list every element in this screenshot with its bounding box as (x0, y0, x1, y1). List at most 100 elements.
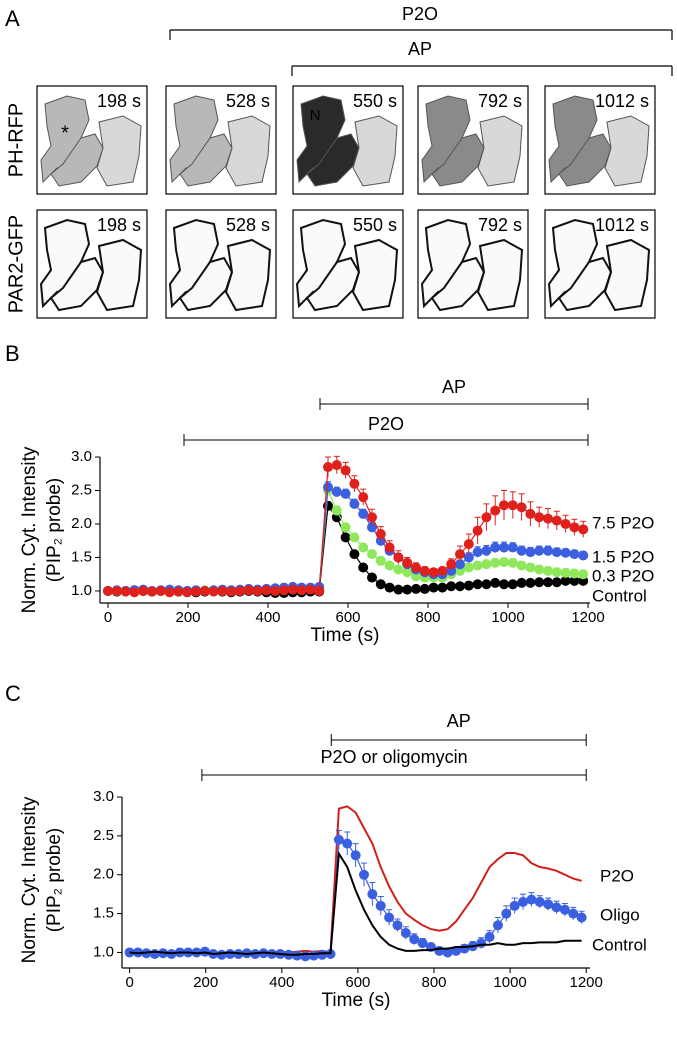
annotation-label: AP (447, 711, 471, 731)
data-point (463, 539, 474, 550)
annotation-label: P2O or oligomycin (321, 747, 468, 767)
time-label: 528 s (226, 215, 270, 235)
series-label: Oligo (600, 905, 640, 924)
data-point (305, 584, 316, 595)
data-point (375, 579, 386, 590)
data-point (551, 567, 562, 578)
y-tick-label: 1.5 (71, 548, 92, 565)
y-tick-label: 2.5 (71, 481, 92, 498)
data-point (490, 505, 501, 516)
data-point (164, 587, 175, 598)
data-point (402, 567, 413, 578)
y-tick-label: 1.0 (71, 582, 92, 599)
data-point (428, 582, 439, 593)
data-point (551, 902, 562, 913)
y-axis-title: (PIP₂ probe) (44, 478, 65, 583)
data-point (499, 579, 509, 590)
data-point (367, 512, 377, 523)
data-point (463, 562, 474, 573)
data-point (509, 900, 520, 911)
data-point (349, 478, 360, 489)
x-tick-label: 1000 (493, 974, 526, 991)
data-point (569, 549, 580, 560)
cell (477, 115, 523, 187)
bracket-label: P2O (402, 4, 438, 24)
x-tick-label: 400 (255, 609, 280, 626)
micrograph: 792 s (417, 85, 529, 195)
data-point (279, 585, 289, 596)
x-tick-label: 1000 (491, 609, 524, 626)
data-point (182, 587, 193, 598)
data-point (516, 545, 527, 556)
cell (305, 256, 361, 312)
data-point (543, 545, 553, 556)
cell (431, 133, 485, 187)
data-point (419, 583, 430, 594)
y-axis-title: Norm. Cyt. Intensity (19, 446, 40, 613)
row-label: PH-RFP (5, 103, 27, 177)
series-label: 7.5 P2O (592, 513, 654, 532)
data-point (455, 559, 465, 570)
x-tick-label: 0 (104, 609, 112, 626)
data-point (340, 465, 351, 476)
panel-label: B (5, 341, 20, 366)
data-point (525, 562, 536, 573)
data-point (349, 498, 360, 509)
data-point (375, 529, 386, 540)
time-label: 528 s (226, 91, 270, 111)
x-axis-title: Time (s) (311, 625, 380, 646)
series-line (129, 850, 582, 956)
data-point (349, 532, 360, 543)
cell (557, 256, 613, 312)
y-tick-label: 3.0 (93, 788, 114, 805)
x-axis-title: Time (s) (322, 990, 391, 1011)
data-point (455, 581, 465, 592)
data-point (481, 512, 492, 523)
time-label: 1012 s (595, 215, 649, 235)
data-point (358, 869, 369, 880)
data-point (375, 555, 386, 566)
data-point (287, 584, 298, 595)
data-point (358, 508, 369, 519)
micrograph: 550 s (292, 85, 404, 195)
annotation-label: AP (442, 377, 466, 397)
bracket-label: AP (408, 39, 432, 59)
data-point (516, 502, 527, 513)
cell (558, 133, 612, 187)
data-point (560, 547, 571, 558)
data-point (490, 577, 501, 588)
micrograph: 1012 s (544, 85, 656, 195)
data-point (472, 525, 483, 536)
data-point (384, 542, 395, 553)
data-point (518, 896, 529, 907)
x-tick-label: 1200 (570, 974, 603, 991)
data-point (507, 579, 518, 590)
data-point (173, 586, 184, 597)
data-point (402, 557, 413, 568)
cell (225, 115, 271, 187)
data-point (437, 565, 448, 576)
data-point (333, 834, 344, 845)
time-label: 550 s (353, 215, 397, 235)
data-point (459, 943, 470, 954)
y-tick-label: 3.0 (71, 448, 92, 465)
cell (351, 238, 399, 312)
y-tick-label: 2.0 (71, 515, 92, 532)
data-point (155, 585, 166, 596)
data-point (428, 567, 439, 578)
series-label: 1.5 P2O (592, 547, 654, 566)
data-point (551, 515, 562, 526)
data-point (507, 542, 518, 553)
data-point (314, 585, 325, 596)
y-tick-label: 1.5 (93, 905, 114, 922)
micrograph: 550 s (292, 209, 404, 319)
data-point (455, 549, 465, 560)
data-point (543, 577, 553, 588)
cell (95, 238, 143, 312)
data-point (384, 582, 395, 593)
time-label: 1012 s (595, 91, 649, 111)
annotation-label: P2O (368, 414, 404, 434)
data-point (296, 585, 307, 596)
data-point (501, 908, 512, 919)
